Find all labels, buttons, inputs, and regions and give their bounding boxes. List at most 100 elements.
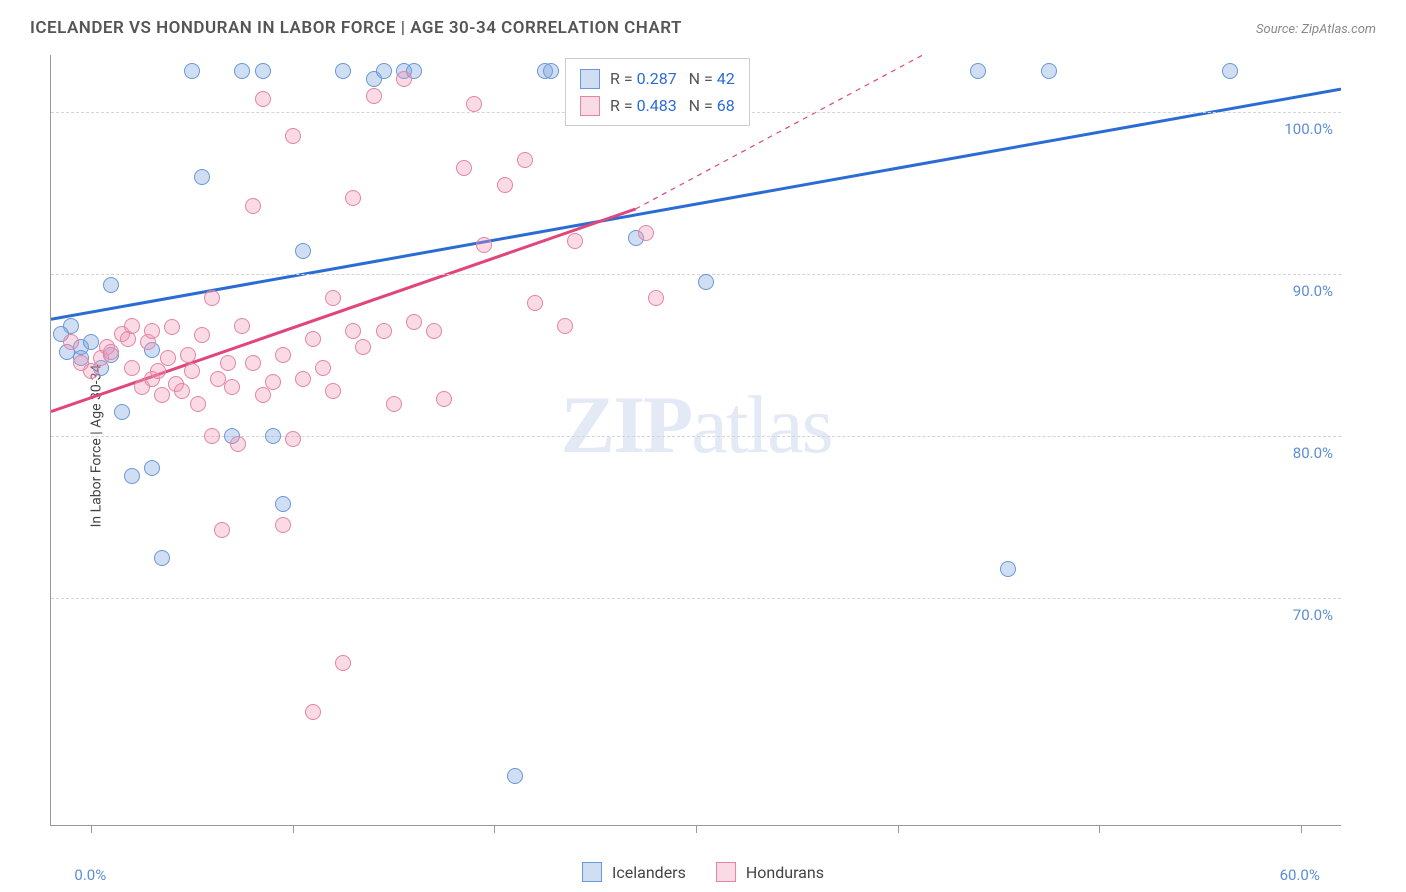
scatter-point xyxy=(154,550,170,566)
scatter-point xyxy=(144,323,160,339)
scatter-point xyxy=(376,323,392,339)
scatter-point xyxy=(295,371,311,387)
scatter-point xyxy=(245,198,261,214)
scatter-point xyxy=(144,460,160,476)
x-tick xyxy=(898,825,899,833)
scatter-point xyxy=(160,350,176,366)
x-tick xyxy=(1099,825,1100,833)
scatter-point xyxy=(456,160,472,176)
scatter-point xyxy=(224,379,240,395)
scatter-point xyxy=(335,63,351,79)
y-tick-label: 70.0% xyxy=(1293,606,1333,624)
x-tick xyxy=(696,825,697,833)
scatter-point xyxy=(245,355,261,371)
scatter-point xyxy=(204,290,220,306)
scatter-point xyxy=(315,360,331,376)
scatter-point xyxy=(517,152,533,168)
scatter-point xyxy=(150,363,166,379)
scatter-point xyxy=(174,383,190,399)
y-tick-label: 80.0% xyxy=(1293,444,1333,462)
scatter-point xyxy=(557,318,573,334)
scatter-point xyxy=(497,177,513,193)
x-tick-label: 0.0% xyxy=(74,866,106,884)
scatter-point xyxy=(1041,63,1057,79)
scatter-point xyxy=(230,436,246,452)
scatter-point xyxy=(543,63,559,79)
watermark-zip: ZIP xyxy=(561,379,692,470)
scatter-point xyxy=(83,334,99,350)
source-label: Source: ZipAtlas.com xyxy=(1256,22,1376,37)
scatter-point xyxy=(275,347,291,363)
chart-title: ICELANDER VS HONDURAN IN LABOR FORCE | A… xyxy=(30,18,682,38)
scatter-point xyxy=(698,274,714,290)
scatter-point xyxy=(476,237,492,253)
scatter-point xyxy=(164,319,180,335)
scatter-point xyxy=(114,404,130,420)
y-tick-label: 100.0% xyxy=(1284,120,1333,138)
scatter-point xyxy=(507,768,523,784)
scatter-point xyxy=(103,277,119,293)
scatter-point xyxy=(396,71,412,87)
scatter-point xyxy=(648,290,664,306)
legend-hondurans-label: Hondurans xyxy=(746,863,824,882)
scatter-point xyxy=(466,96,482,112)
scatter-point xyxy=(234,318,250,334)
scatter-point xyxy=(567,233,583,249)
scatter-point xyxy=(305,704,321,720)
gridline xyxy=(51,598,1341,599)
x-tick xyxy=(91,825,92,833)
legend-icelanders: Icelanders xyxy=(582,862,686,882)
scatter-point xyxy=(638,225,654,241)
scatter-point xyxy=(386,396,402,412)
scatter-point xyxy=(83,363,99,379)
scatter-point xyxy=(63,318,79,334)
watermark: ZIPatlas xyxy=(561,378,832,472)
scatter-point xyxy=(406,314,422,330)
scatter-point xyxy=(194,169,210,185)
x-tick xyxy=(494,825,495,833)
scatter-point xyxy=(325,383,341,399)
scatter-point xyxy=(255,91,271,107)
scatter-point xyxy=(234,63,250,79)
scatter-point xyxy=(285,431,301,447)
scatter-point xyxy=(335,655,351,671)
gridline xyxy=(51,436,1341,437)
scatter-point xyxy=(275,496,291,512)
scatter-point xyxy=(436,391,452,407)
scatter-point xyxy=(184,363,200,379)
swatch-icon xyxy=(580,96,600,116)
chart-container: ICELANDER VS HONDURAN IN LABOR FORCE | A… xyxy=(0,0,1406,892)
scatter-point xyxy=(184,63,200,79)
scatter-point xyxy=(255,387,271,403)
scatter-point xyxy=(204,428,220,444)
scatter-point xyxy=(190,396,206,412)
scatter-point xyxy=(345,190,361,206)
scatter-point xyxy=(265,428,281,444)
correlation-text: R = 0.483 N = 68 xyxy=(610,92,735,119)
scatter-point xyxy=(527,295,543,311)
legend-icelanders-label: Icelanders xyxy=(612,863,686,882)
scatter-point xyxy=(220,355,236,371)
scatter-point xyxy=(124,468,140,484)
scatter-point xyxy=(124,360,140,376)
gridline xyxy=(51,274,1341,275)
correlation-legend-row: R = 0.483 N = 68 xyxy=(580,92,735,119)
scatter-point xyxy=(426,323,442,339)
legend-hondurans: Hondurans xyxy=(716,862,824,882)
swatch-icon xyxy=(580,69,600,89)
scatter-point xyxy=(275,517,291,533)
scatter-point xyxy=(376,63,392,79)
y-tick-label: 90.0% xyxy=(1293,282,1333,300)
scatter-point xyxy=(1000,561,1016,577)
scatter-point xyxy=(180,347,196,363)
scatter-point xyxy=(194,327,210,343)
legend-bottom: Icelanders Hondurans xyxy=(582,862,824,882)
scatter-point xyxy=(325,290,341,306)
scatter-point xyxy=(345,323,361,339)
scatter-point xyxy=(124,318,140,334)
swatch-hondurans-icon xyxy=(716,862,736,882)
swatch-icelanders-icon xyxy=(582,862,602,882)
scatter-point xyxy=(1222,63,1238,79)
correlation-text: R = 0.287 N = 42 xyxy=(610,65,735,92)
scatter-point xyxy=(355,339,371,355)
